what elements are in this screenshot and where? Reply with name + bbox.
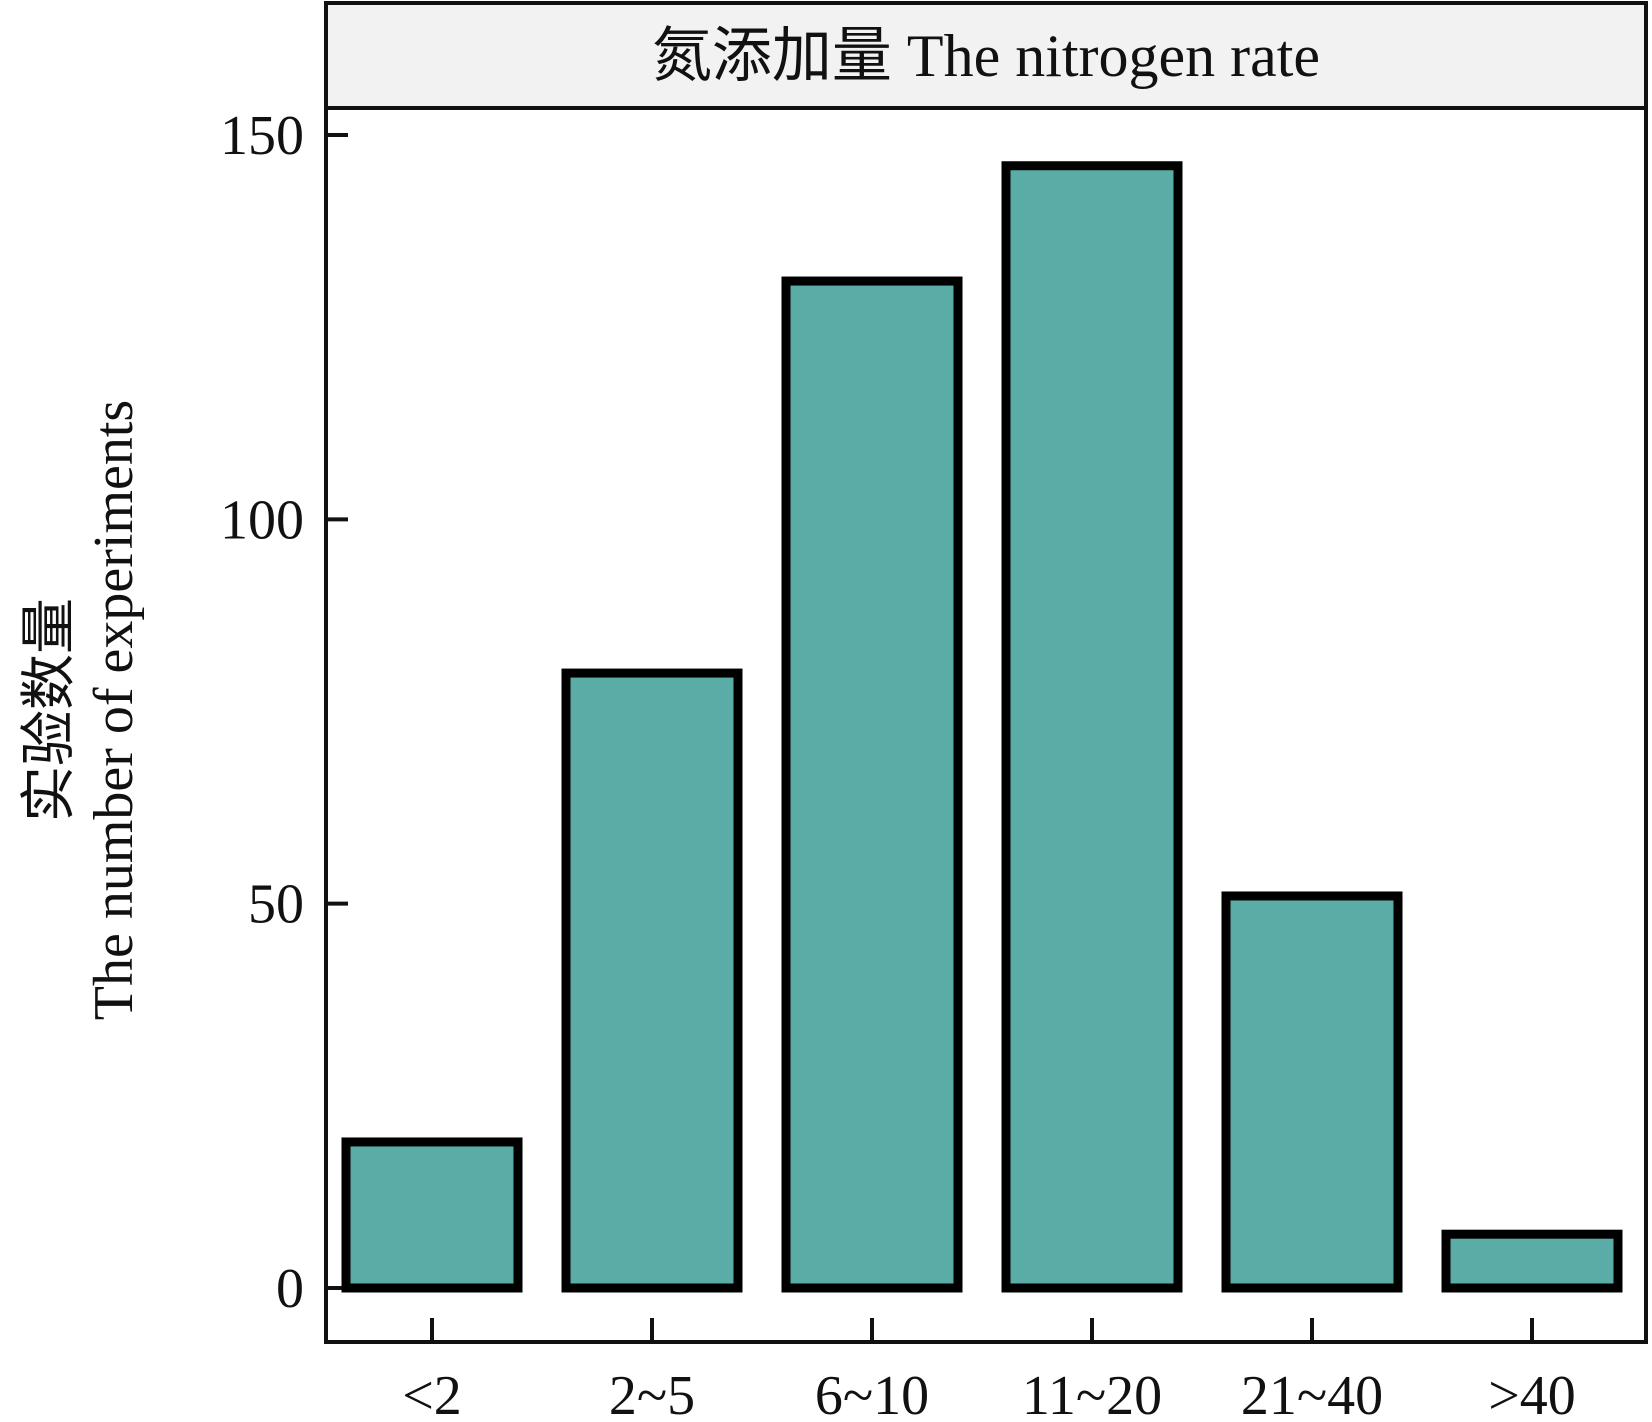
x-tick-label: 11~20 bbox=[1022, 1365, 1162, 1422]
x-tick-label: 21~40 bbox=[1241, 1365, 1383, 1422]
y-axis: 0 50 100 150 bbox=[220, 105, 348, 1320]
bar bbox=[341, 1137, 523, 1293]
x-tick-label: 6~10 bbox=[815, 1365, 929, 1422]
x-axis: <2 2~5 6~10 11~20 21~40 >40 bbox=[402, 1318, 1576, 1422]
y-tick-label: 100 bbox=[220, 489, 304, 551]
panel-title: 氮添加量 The nitrogen rate bbox=[652, 23, 1320, 89]
x-tick-label: <2 bbox=[402, 1365, 462, 1422]
bar bbox=[1221, 891, 1403, 1293]
y-axis-title-cn: 实验数量 bbox=[19, 598, 81, 822]
bar bbox=[561, 668, 743, 1293]
panel-header bbox=[324, 1, 1648, 110]
plot-frame bbox=[324, 106, 1648, 1344]
bar bbox=[1001, 161, 1183, 1293]
x-tick-label: >40 bbox=[1488, 1365, 1576, 1422]
y-axis-title-en: The number of experiments bbox=[83, 400, 145, 1020]
bar bbox=[781, 276, 963, 1293]
bars bbox=[341, 161, 1623, 1293]
x-tick-label: 2~5 bbox=[609, 1365, 695, 1422]
y-tick-label: 50 bbox=[248, 874, 304, 936]
bar bbox=[1441, 1229, 1623, 1293]
y-tick-label: 150 bbox=[220, 105, 304, 167]
y-tick-label: 0 bbox=[276, 1258, 304, 1320]
